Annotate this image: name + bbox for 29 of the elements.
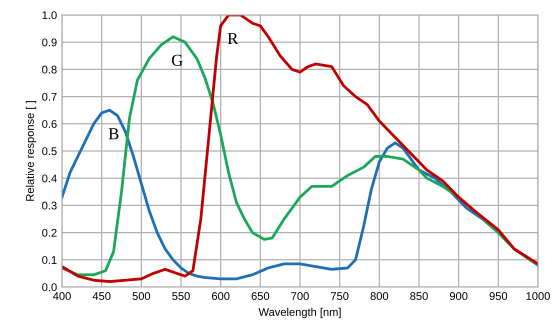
- y-tick-label: 0.4: [42, 174, 57, 182]
- y-tick-label: 0.2: [42, 228, 57, 237]
- y-tick-label: 0.0: [42, 283, 57, 292]
- series-label: G: [172, 54, 183, 66]
- y-tick-label: 0.7: [42, 92, 57, 101]
- x-tick-label: 950: [490, 292, 508, 300]
- x-tick-label: 800: [370, 292, 388, 300]
- y-tick-label: 0.6: [42, 120, 57, 128]
- x-tick-label: 600: [212, 292, 230, 300]
- x-tick-label: 850: [410, 292, 428, 300]
- x-tick-label: 700: [291, 292, 309, 300]
- x-tick-label: 400: [52, 292, 71, 300]
- x-tick-label: 450: [92, 292, 110, 300]
- y-axis-title: Relative response [ ]: [26, 101, 36, 201]
- series-label: R: [228, 33, 238, 44]
- x-axis-title: Wavelength [nm]: [258, 308, 341, 318]
- x-tick-label: 650: [252, 292, 270, 300]
- x-tick-label: 1000: [526, 292, 550, 300]
- y-tick-label: 0.9: [42, 38, 57, 46]
- x-tick-label: 500: [132, 292, 150, 300]
- y-tick-label: 0.5: [42, 147, 57, 156]
- x-tick-label: 900: [450, 292, 468, 300]
- y-tick-label: 0.3: [42, 202, 57, 210]
- series-label: B: [108, 128, 119, 140]
- y-tick-label: 0.1: [42, 256, 57, 264]
- y-tick-label: 0.8: [42, 66, 57, 74]
- x-tick-label: 550: [172, 292, 190, 300]
- x-tick-label: 750: [330, 292, 348, 300]
- y-tick-label: 1.0: [42, 11, 57, 20]
